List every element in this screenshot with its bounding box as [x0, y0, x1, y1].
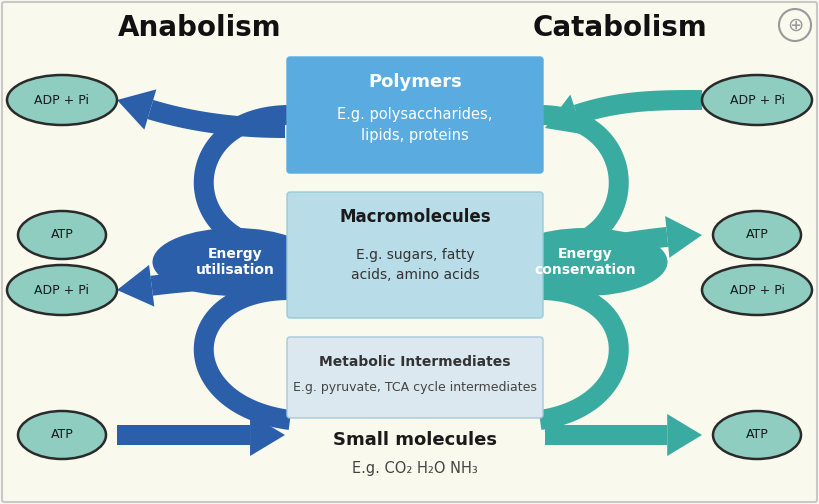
Ellipse shape [18, 211, 106, 259]
Text: E.g. pyruvate, TCA cycle intermediates: E.g. pyruvate, TCA cycle intermediates [293, 381, 537, 394]
Text: ⊕: ⊕ [787, 16, 803, 34]
Text: ADP + Pi: ADP + Pi [730, 94, 785, 106]
Ellipse shape [702, 75, 812, 125]
Text: Macromolecules: Macromolecules [339, 208, 491, 226]
Text: Polymers: Polymers [368, 73, 462, 91]
Ellipse shape [503, 228, 667, 296]
Polygon shape [117, 265, 154, 306]
Polygon shape [151, 268, 285, 296]
Ellipse shape [7, 75, 117, 125]
Polygon shape [665, 216, 702, 258]
Polygon shape [540, 105, 629, 260]
FancyBboxPatch shape [287, 192, 543, 318]
Text: Energy
conservation: Energy conservation [534, 247, 636, 277]
Polygon shape [574, 90, 702, 124]
Ellipse shape [713, 411, 801, 459]
Polygon shape [117, 89, 156, 130]
Polygon shape [117, 425, 250, 445]
Text: ADP + Pi: ADP + Pi [34, 283, 89, 296]
Text: E.g. polysaccharides,
lipids, proteins: E.g. polysaccharides, lipids, proteins [337, 107, 493, 143]
Text: Catabolism: Catabolism [532, 14, 708, 42]
FancyBboxPatch shape [287, 57, 543, 173]
Text: ADP + Pi: ADP + Pi [34, 94, 89, 106]
Text: E.g. sugars, fatty
acids, amino acids: E.g. sugars, fatty acids, amino acids [351, 248, 479, 282]
Polygon shape [147, 100, 285, 138]
Polygon shape [194, 280, 292, 430]
Polygon shape [667, 414, 702, 456]
Text: Metabolic Intermediates: Metabolic Intermediates [319, 355, 511, 369]
Text: Energy
utilisation: Energy utilisation [196, 247, 274, 277]
Polygon shape [545, 95, 584, 135]
Polygon shape [545, 227, 668, 260]
Text: E.g. CO₂ H₂O NH₃: E.g. CO₂ H₂O NH₃ [352, 461, 477, 475]
Ellipse shape [152, 228, 318, 296]
Polygon shape [545, 425, 667, 445]
Ellipse shape [702, 265, 812, 315]
FancyBboxPatch shape [287, 337, 543, 418]
Text: ATP: ATP [745, 428, 768, 442]
Text: Anabolism: Anabolism [118, 14, 282, 42]
Ellipse shape [7, 265, 117, 315]
Text: ADP + Pi: ADP + Pi [730, 283, 785, 296]
Polygon shape [194, 105, 290, 260]
Ellipse shape [713, 211, 801, 259]
Text: ATP: ATP [51, 428, 74, 442]
Text: ATP: ATP [745, 228, 768, 241]
Text: Small molecules: Small molecules [333, 431, 497, 449]
Text: ATP: ATP [51, 228, 74, 241]
Polygon shape [250, 414, 285, 456]
Polygon shape [539, 280, 629, 430]
Ellipse shape [18, 411, 106, 459]
